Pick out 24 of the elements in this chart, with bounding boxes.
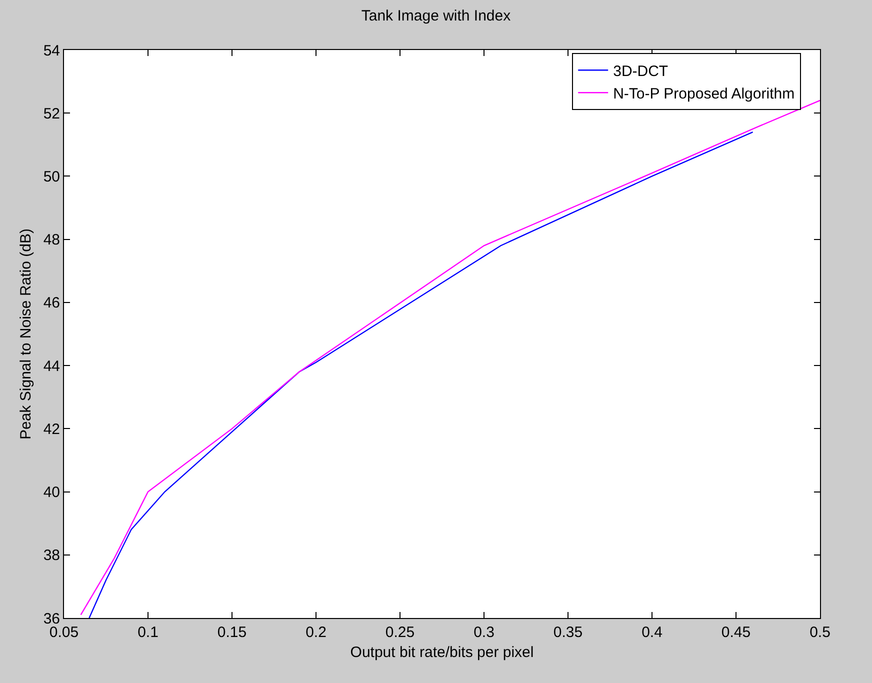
legend-label: 3D-DCT — [613, 62, 668, 80]
chart-title: Tank Image with Index — [361, 8, 512, 25]
x-tick-label: 0.1 — [138, 624, 158, 641]
y-tick-label: 54 — [43, 42, 60, 60]
y-tick-label: 44 — [43, 358, 60, 375]
x-tick-label: 0.5 — [810, 624, 830, 641]
y-tick-label: 38 — [43, 547, 60, 564]
y-axis-title: Peak Signal to Noise Ratio (dB) — [18, 228, 35, 440]
x-tick-label: 0.15 — [217, 624, 247, 641]
y-tick-label: 46 — [43, 294, 60, 312]
x-tick-label: 0.25 — [385, 624, 415, 641]
y-tick-label: 40 — [43, 484, 60, 502]
y-tick-label: 48 — [43, 232, 60, 249]
x-tick-label: 0.2 — [306, 624, 326, 641]
x-tick-label: 0.3 — [474, 624, 494, 641]
x-tick-label: 0.4 — [642, 624, 662, 641]
y-tick-label: 52 — [43, 105, 60, 122]
y-tick-label: 42 — [43, 420, 60, 438]
x-tick-label: 0.35 — [553, 624, 583, 641]
line-series — [88, 131, 754, 618]
x-axis-title: Output bit rate/bits per pixel — [350, 644, 534, 661]
y-tick-label: 50 — [43, 168, 60, 186]
x-tick-label: 0.45 — [721, 624, 751, 641]
legend-label: N-To-P Proposed Algorithm — [613, 85, 795, 102]
